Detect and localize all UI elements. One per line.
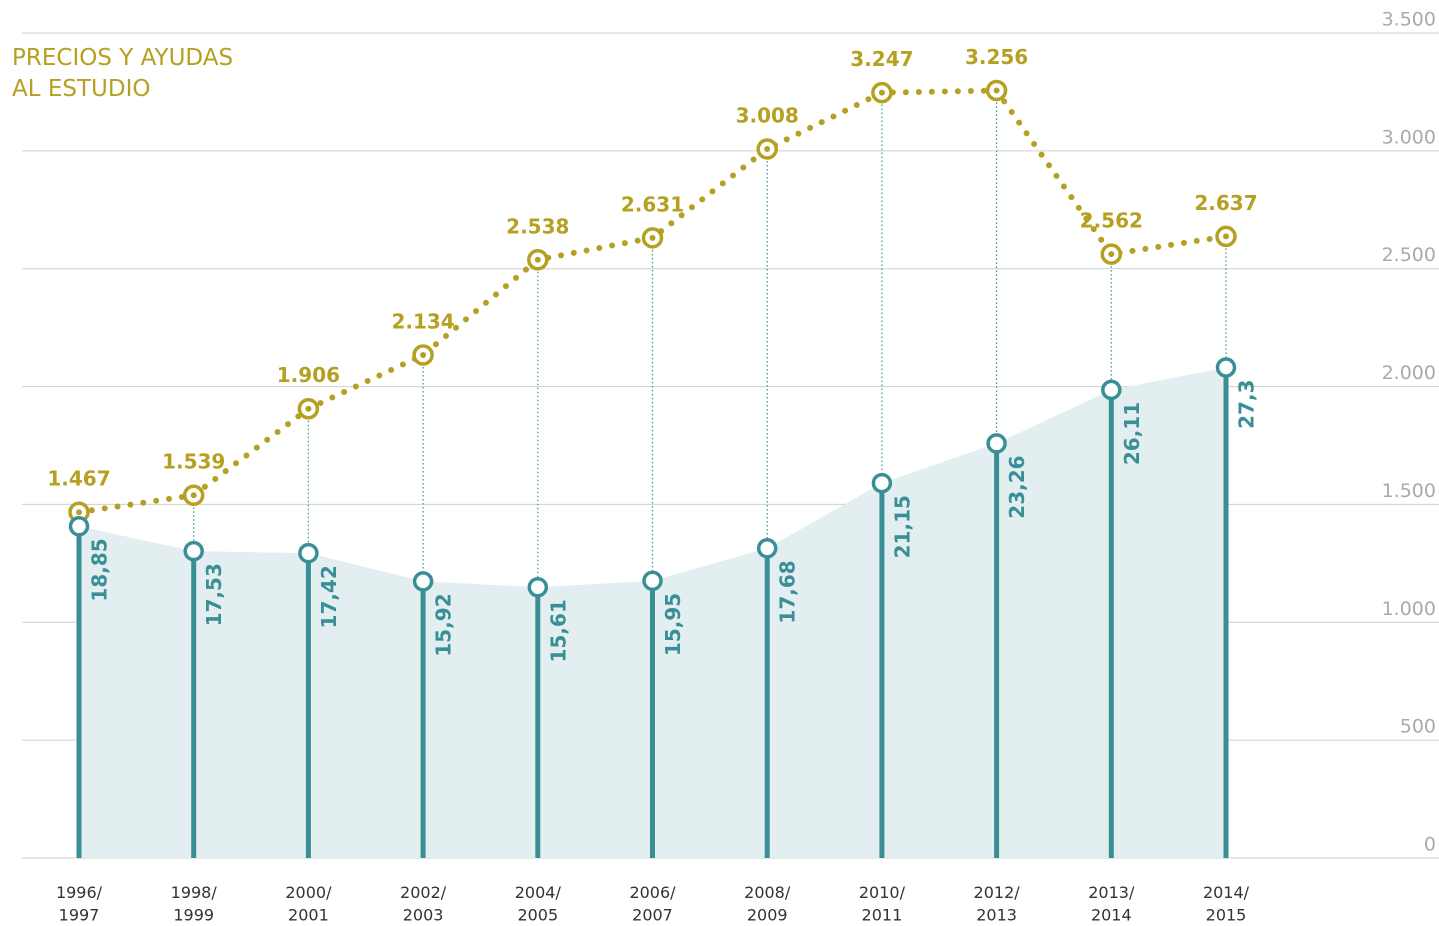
marker — [871, 472, 893, 494]
marker-dot — [764, 145, 771, 152]
y-tick-label: 3.000 — [1382, 126, 1436, 148]
data-label: 1.539 — [162, 450, 225, 474]
y-tick-label: 1.000 — [1382, 598, 1436, 620]
marker — [68, 516, 90, 537]
marker-dot — [993, 87, 1000, 94]
data-label: 18,85 — [88, 538, 112, 601]
x-tick-label: 2002/2003 — [400, 883, 447, 924]
x-tick-label: 1996/1997 — [56, 883, 103, 924]
y-tick-label: 0 — [1424, 834, 1436, 856]
y-tick-label: 500 — [1400, 716, 1436, 738]
data-label: 15,92 — [432, 593, 456, 656]
data-label: 17,68 — [776, 560, 800, 623]
marker-dot — [305, 405, 312, 412]
data-label: 2.562 — [1080, 209, 1143, 233]
marker — [756, 538, 778, 559]
data-label: 3.247 — [850, 47, 913, 71]
marker — [986, 433, 1007, 454]
marker-dot — [1108, 251, 1115, 258]
data-label: 21,15 — [890, 495, 914, 558]
data-label: 2.631 — [621, 192, 684, 216]
data-label: 2.134 — [391, 309, 454, 333]
data-label: 15,95 — [661, 593, 685, 656]
x-tick-label: 2004/2005 — [515, 883, 562, 924]
x-tick-label: 2000/2001 — [285, 883, 332, 924]
marker — [527, 576, 549, 598]
marker-dot — [190, 492, 197, 499]
x-tick-label: 2006/2007 — [629, 883, 676, 924]
marker-dot — [878, 89, 885, 96]
marker-dot — [76, 509, 82, 516]
data-label: 1.467 — [47, 467, 110, 491]
data-label: 3.256 — [965, 45, 1028, 69]
x-tick-label: 2008/2009 — [744, 883, 791, 924]
data-label: 17,53 — [202, 563, 226, 626]
data-label: 27,3 — [1235, 380, 1259, 429]
data-label: 2.637 — [1194, 191, 1257, 215]
data-label: 15,61 — [546, 599, 570, 662]
marker — [1215, 357, 1237, 378]
data-label: 2.538 — [506, 214, 569, 238]
x-tick-label: 2010/2011 — [859, 883, 906, 924]
marker-dot — [534, 256, 541, 263]
x-tick-label: 2012/2013 — [974, 883, 1021, 924]
data-label: 23,26 — [1005, 455, 1029, 518]
data-label: 3.008 — [736, 103, 799, 127]
marker-dot — [420, 351, 427, 358]
y-tick-label: 2.500 — [1382, 244, 1436, 266]
x-tick-label: 1998/1999 — [171, 883, 218, 924]
marker — [183, 540, 204, 562]
data-label: 1.906 — [277, 363, 340, 387]
x-tick-label: 2013/2014 — [1088, 883, 1135, 924]
y-tick-label: 3.500 — [1382, 9, 1436, 31]
y-tick-label: 2.000 — [1382, 362, 1436, 384]
marker — [642, 570, 663, 592]
marker-dot — [649, 234, 656, 241]
marker — [1101, 379, 1122, 401]
marker — [412, 571, 434, 592]
chart-title: PRECIOS Y AYUDAS AL ESTUDIO — [12, 45, 233, 102]
marker — [298, 542, 319, 564]
y-tick-label: 1.500 — [1382, 480, 1436, 502]
x-tick-label: 2014/2015 — [1203, 883, 1250, 924]
data-label: 17,42 — [317, 565, 341, 628]
marker-dot — [1223, 233, 1229, 240]
data-label: 26,11 — [1120, 402, 1144, 465]
